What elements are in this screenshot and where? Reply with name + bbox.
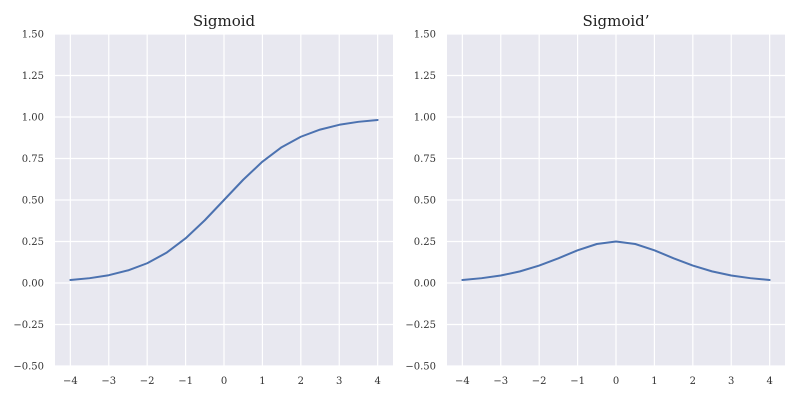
series-line-sigmoid	[69, 118, 379, 282]
x-tick-label: 0	[613, 376, 619, 387]
y-tick-label: 0.25	[22, 237, 44, 248]
y-tick-label: −0.50	[13, 362, 44, 373]
x-tick-label: −2	[532, 376, 547, 387]
chart-title-sigmoid: Sigmoid	[193, 12, 256, 30]
x-tick-label: 0	[221, 376, 227, 387]
curve-layer-sigmoid	[69, 118, 379, 282]
x-tick-label: −1	[178, 376, 193, 387]
y-tick-label: 0.50	[22, 196, 44, 207]
y-tick-label: −0.50	[405, 362, 436, 373]
series-line-sigmoid-derivative	[461, 240, 771, 282]
y-tick-label: 0.00	[414, 279, 436, 290]
x-tick-label: −4	[63, 376, 78, 387]
y-tick-label: 0.25	[414, 237, 436, 248]
x-tick-label: −3	[101, 376, 116, 387]
y-tick-label: 1.25	[22, 71, 44, 82]
y-tick-label: 1.00	[22, 113, 44, 124]
y-tick-label: 1.00	[414, 113, 436, 124]
x-tick-label: −2	[140, 376, 155, 387]
y-tick-label: 0.50	[414, 196, 436, 207]
chart-title-sigmoid-derivative: Sigmoid’	[582, 12, 649, 30]
y-tick-label: 0.75	[22, 154, 44, 165]
y-tick-label: −0.25	[405, 320, 436, 331]
y-tick-label: 1.25	[414, 71, 436, 82]
x-tick-label: 3	[336, 376, 342, 387]
y-tick-label: 0.00	[22, 279, 44, 290]
x-tick-label: 4	[374, 376, 380, 387]
y-tick-label: 1.50	[22, 30, 44, 41]
x-tick-label: 1	[259, 376, 265, 387]
grid-sigmoid-derivative	[447, 33, 785, 367]
x-tick-label: 4	[766, 376, 772, 387]
x-tick-label: 2	[298, 376, 304, 387]
x-tick-label: −4	[455, 376, 470, 387]
ticks-sigmoid: −4 −3 −2 −1 0 1 2 3 4 −0.50 −0.25 0.00 0.25 0.50 0.75 1…	[13, 30, 380, 388]
panel-sigmoid: −4 −3 −2 −1 0 1 2 3 4 −0.50 −0.25 0.00 0.25 0.50 0.75 1…	[13, 12, 393, 387]
x-tick-label: −3	[493, 376, 508, 387]
y-tick-label: 1.50	[414, 30, 436, 41]
x-tick-label: −1	[570, 376, 585, 387]
y-tick-label: 0.75	[414, 154, 436, 165]
x-tick-label: 1	[651, 376, 657, 387]
panel-sigmoid-derivative: −4 −3 −2 −1 0 1 2 3 4 −0.50 −0.25 0.00 0.25 0.50 0.75 1…	[405, 12, 785, 387]
y-tick-label: −0.25	[13, 320, 44, 331]
x-tick-label: 3	[728, 376, 734, 387]
curve-layer-sigmoid-derivative	[461, 240, 771, 282]
x-tick-label: 2	[690, 376, 696, 387]
ticks-sigmoid-derivative: −4 −3 −2 −1 0 1 2 3 4 −0.50 −0.25 0.00 0.25 0.50 0.75 1…	[405, 30, 772, 388]
